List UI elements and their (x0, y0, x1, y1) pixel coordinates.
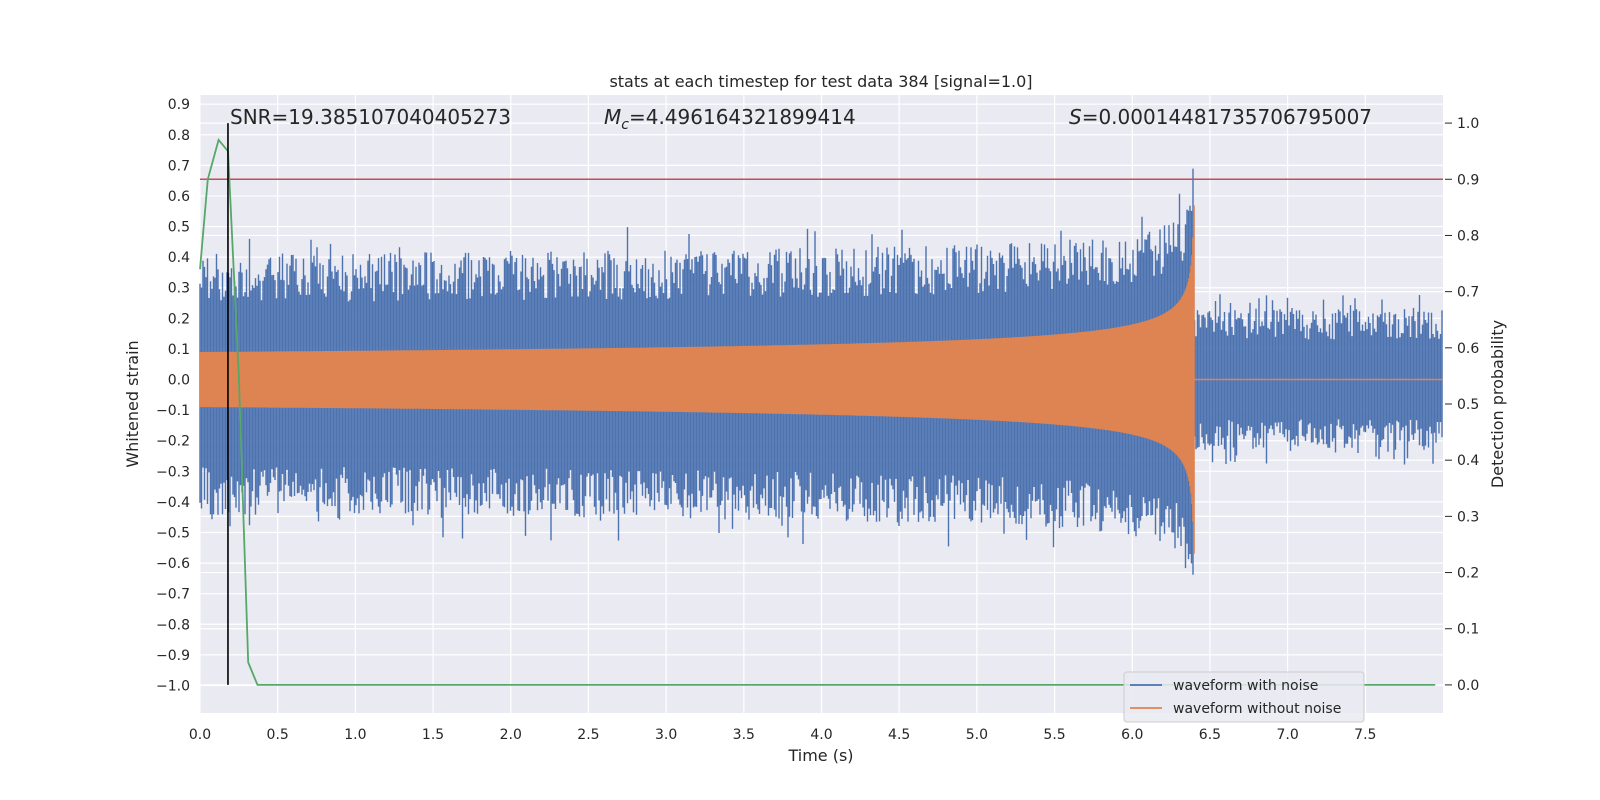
x-axis-label: Time (s) (787, 746, 853, 765)
x-tick-label: 7.5 (1354, 727, 1376, 743)
x-tick-label: 6.5 (1199, 727, 1221, 743)
x-tick-label: 0.5 (267, 727, 289, 743)
mc-value: =4.496164321899414 (629, 105, 856, 129)
chart-title: stats at each timestep for test data 384… (609, 72, 1032, 91)
x-tick-label: 5.0 (966, 727, 988, 743)
x-tick-label: 4.5 (888, 727, 910, 743)
snr-annotation: SNR=19.385107040405273 (230, 105, 511, 129)
series-waveform-without-noise (199, 205, 1443, 554)
y-tick-label: −0.9 (156, 648, 190, 664)
x-tick-label: 2.5 (577, 727, 599, 743)
chirp-mass-annotation: Mc=4.496164321899414 (604, 105, 856, 133)
y-tick-label: 0.1 (168, 342, 190, 358)
x-tick-label: 5.5 (1043, 727, 1065, 743)
y-tick-label: 0.8 (168, 128, 190, 144)
y-right-tick-label: 0.4 (1457, 453, 1479, 469)
y-right-tick-label: 0.7 (1457, 285, 1479, 301)
y-tick-label: 0.2 (168, 311, 190, 327)
mc-symbol: M (604, 105, 621, 129)
x-tick-label: 3.5 (733, 727, 755, 743)
mc-subscript: c (621, 117, 629, 133)
x-tick-label: 1.5 (422, 727, 444, 743)
y-right-tick-label: 0.2 (1457, 566, 1479, 582)
y-right-tick-label: 0.3 (1457, 509, 1479, 525)
y-tick-label: −0.4 (156, 495, 190, 511)
s-symbol: S (1069, 105, 1082, 129)
y-right-tick-label: 0.9 (1457, 172, 1479, 188)
x-tick-label: 2.0 (500, 727, 522, 743)
y-tick-label: −0.3 (156, 464, 190, 480)
y-tick-label: 0.7 (168, 158, 190, 174)
y-tick-label: 0.0 (168, 373, 190, 389)
s-value: =0.00014481735706795007 (1082, 105, 1372, 129)
x-tick-label: 7.0 (1276, 727, 1298, 743)
y-tick-label: 0.9 (168, 97, 190, 113)
y-tick-label: 0.6 (168, 189, 190, 205)
y-tick-label: −0.5 (156, 525, 190, 541)
x-tick-label: 3.0 (655, 727, 677, 743)
score-annotation: S=0.00014481735706795007 (1069, 105, 1372, 129)
y-tick-label: −0.7 (156, 587, 190, 603)
y-tick-label: −0.6 (156, 556, 190, 572)
y-tick-label: 0.5 (168, 220, 190, 236)
y-right-tick-label: 1.0 (1457, 116, 1479, 132)
axes-layer: 0.0 0.5 1.0 1.5 2.0 2.5 3.0 3.5 4.0 4.5 5.0 5.5 6.0 6… (156, 97, 1479, 743)
y-right-tick-label: 0.8 (1457, 228, 1479, 244)
y-right-tick-label: 0.0 (1457, 678, 1479, 694)
legend: waveform with noise waveform without noi… (1123, 671, 1365, 723)
y-tick-label: −0.8 (156, 617, 190, 633)
y-right-tick-label: 0.6 (1457, 341, 1479, 357)
legend-box (1123, 671, 1365, 723)
y-tick-label: −1.0 (156, 678, 190, 694)
y-tick-label: −0.1 (156, 403, 190, 419)
legend-label-without-noise: waveform without noise (1173, 701, 1341, 717)
series-layer (199, 123, 1443, 686)
x-tick-label: 4.0 (810, 727, 832, 743)
y-tick-label: 0.4 (168, 250, 190, 266)
y-tick-label: −0.2 (156, 434, 190, 450)
y-axis-right-label: Detection probability (1488, 320, 1507, 488)
x-tick-label: 0.0 (189, 727, 211, 743)
y-tick-label: 0.3 (168, 281, 190, 297)
y-right-tick-label: 0.1 (1457, 622, 1479, 638)
y-right-tick-label: 0.5 (1457, 397, 1479, 413)
x-tick-label: 1.0 (344, 727, 366, 743)
series-detection-probability (199, 137, 1436, 686)
y-axis-label: Whitened strain (123, 340, 142, 467)
legend-label-with-noise: waveform with noise (1173, 678, 1318, 694)
x-tick-label: 6.0 (1121, 727, 1143, 743)
